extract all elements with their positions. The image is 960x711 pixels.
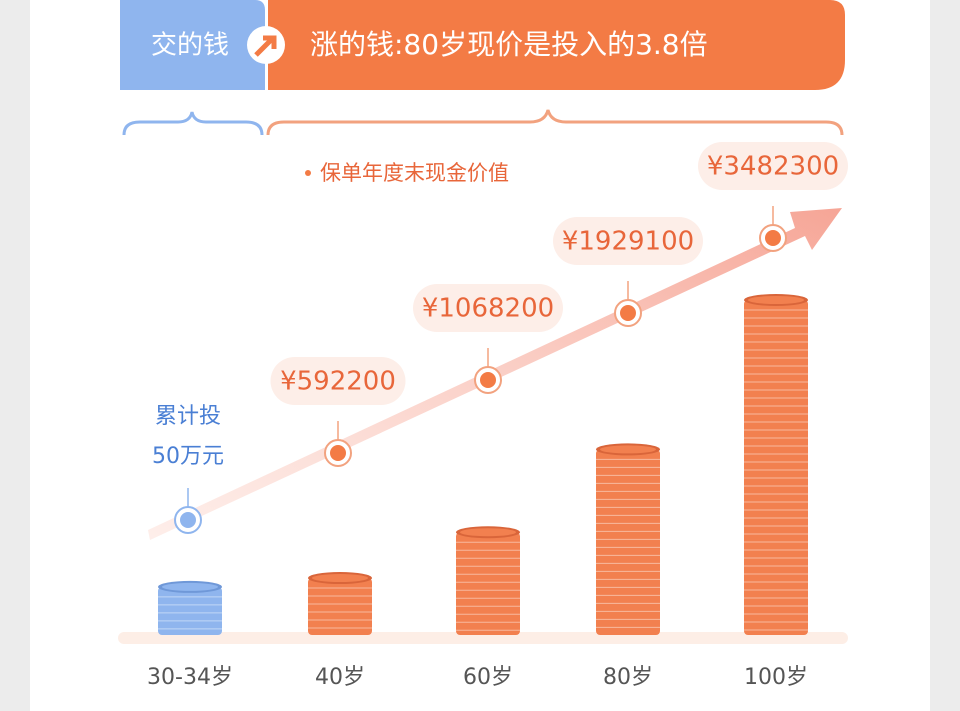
base-strip <box>118 632 848 644</box>
point <box>765 230 781 246</box>
legend: 保单年度末现金价值 <box>320 161 509 185</box>
value-label: ¥592200 <box>280 367 396 397</box>
coin-top-face <box>162 582 218 591</box>
coin-top-face <box>460 528 516 537</box>
value-label: ¥1929100 <box>562 227 694 257</box>
brace-right <box>266 109 844 136</box>
label-pill <box>698 142 848 190</box>
brace-left <box>122 111 264 136</box>
value-label: 50万元 <box>152 444 224 469</box>
value-label: ¥3482300 <box>707 152 839 182</box>
coin-stack <box>158 586 222 635</box>
x-tick-label: 80岁 <box>603 665 653 690</box>
label-pill <box>270 357 406 405</box>
label-pill <box>413 284 563 332</box>
coin-top-face <box>312 574 368 583</box>
point <box>180 512 196 528</box>
legend-dot <box>305 170 311 176</box>
value-label: ¥1068200 <box>422 294 554 324</box>
header-left-box <box>120 0 265 90</box>
header-right: 涨的钱:80岁现价是投入的3.8倍 <box>310 28 708 61</box>
coin-stack <box>456 532 520 635</box>
point <box>330 445 346 461</box>
coin-stack <box>308 578 372 635</box>
coin-top-face <box>600 445 656 454</box>
header-left: 交的钱 <box>151 31 229 61</box>
x-tick-label: 60岁 <box>463 665 513 690</box>
badge-arrow <box>254 35 277 57</box>
coin-top-face <box>748 296 804 304</box>
coin-stack <box>596 449 660 635</box>
annotation: 累计投 <box>155 404 221 429</box>
label-pill <box>553 217 703 265</box>
x-tick-label: 30-34岁 <box>147 665 233 690</box>
point <box>480 372 496 388</box>
header-right-box <box>268 0 845 90</box>
coin-stack <box>744 300 808 635</box>
point <box>620 305 636 321</box>
x-tick-label: 40岁 <box>315 665 365 690</box>
x-tick-label: 100岁 <box>744 665 808 690</box>
